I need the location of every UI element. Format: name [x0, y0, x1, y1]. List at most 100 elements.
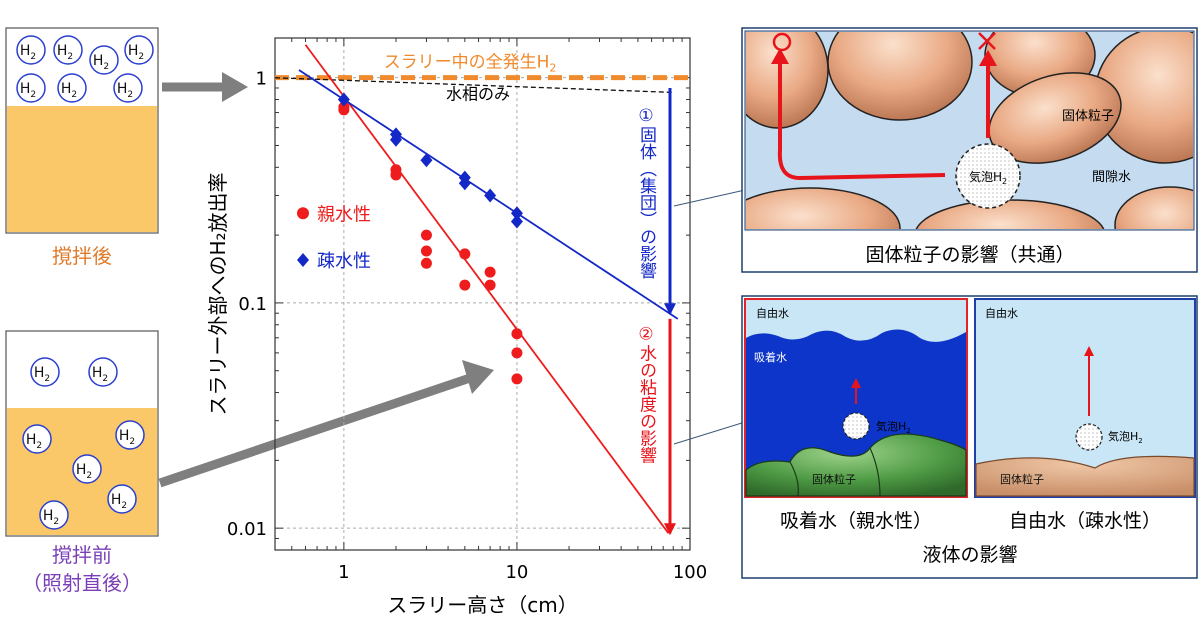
y-tick-label: 0.1 — [238, 294, 267, 315]
h2-molecule-icon: H2 — [113, 73, 143, 103]
svg-text:H2: H2 — [128, 43, 144, 62]
water-only-line — [274, 77, 674, 94]
caption-liquid-effect: 液体の影響 — [922, 544, 1017, 566]
solid-particle-label: 固体粒子 — [1062, 109, 1114, 124]
data-point-hydrophilic — [420, 229, 432, 241]
data-point-hydrophobic — [484, 188, 497, 203]
before-stirring-line1: 撹拌前 — [52, 543, 112, 567]
data-point-hydrophobic — [420, 153, 433, 168]
particle — [827, 32, 973, 121]
svg-text:H2: H2 — [111, 492, 127, 511]
data-point-hydrophilic — [511, 328, 523, 340]
panel-solid-particles: 気泡H2 固体粒子 間隙水 固体粒子の影響（共通） — [741, 27, 1198, 273]
solid-particles-tan — [975, 455, 1195, 497]
svg-text:H2: H2 — [57, 43, 73, 62]
svg-text:H2: H2 — [117, 81, 133, 100]
svg-text:H2: H2 — [119, 428, 135, 447]
viscosity-effect-label: ②水の粘度の影響 — [636, 325, 657, 464]
chart-lines — [274, 44, 690, 534]
svg-text:H2: H2 — [93, 53, 109, 72]
adsorbed-water-label: 吸着水 — [754, 350, 787, 364]
h2-bubble-group: H2 H2 H2 H2 H2 H2 H2 H2 H2 H2 H2 H2 H2 H2 — [16, 35, 154, 530]
svg-text:H2: H2 — [92, 365, 108, 384]
solid-label-right: 固体粒子 — [1000, 472, 1044, 486]
panel-liquid-effect: 自由水 吸着水 気泡H2 固体粒子 自由水 気泡H2 固体粒子 吸着水（親水性）… — [741, 295, 1198, 579]
data-point-hydrophobic — [458, 176, 471, 191]
data-point-hydrophilic — [459, 248, 471, 260]
free-water-label-left: 自由水 — [756, 306, 789, 320]
h2-molecule-icon: H2 — [72, 454, 102, 484]
h2-bubble-small — [842, 412, 870, 440]
x-tick-label: 1 — [338, 562, 349, 583]
particle — [1114, 186, 1193, 229]
svg-text:H2: H2 — [20, 81, 36, 100]
connector-top — [673, 189, 746, 207]
h2-molecule-icon: H2 — [16, 35, 46, 65]
h2-molecule-icon: H2 — [53, 35, 83, 65]
before-stirring-line2: （照射直後） — [22, 571, 142, 595]
ok-mark-icon — [772, 32, 792, 52]
legend-label-hydrophobic: 疎水性 — [317, 251, 371, 272]
pore-water-label: 間隙水 — [1092, 170, 1131, 185]
data-point-hydrophilic — [484, 279, 496, 291]
data-point-hydrophobic — [510, 206, 523, 221]
h2-molecule-icon: H2 — [115, 420, 145, 450]
svg-text:H2: H2 — [43, 508, 59, 527]
bubble-label: 気泡H2 — [969, 169, 1007, 186]
data-point-hydrophobic — [389, 132, 402, 147]
legend-marker-hydrophobic — [297, 253, 309, 268]
water-only-label: 水相のみ — [446, 84, 510, 103]
legend-label-hydrophilic: 親水性 — [317, 204, 371, 225]
arrowhead — [979, 50, 997, 66]
axis-ticks: 1 10 100 0.01 0.1 1 スラリー高さ（cm） スラリー外部へのH₂放出率 — [206, 38, 707, 617]
solid-particles-green — [745, 433, 967, 497]
free-water-label-right: 自由水 — [985, 306, 1018, 320]
x-tick-label: 100 — [673, 562, 707, 583]
h2-molecule-icon: H2 — [16, 73, 46, 103]
svg-text:H2: H2 — [76, 462, 92, 481]
data-point-hydrophilic — [420, 245, 432, 257]
arrowhead — [771, 48, 789, 64]
h2-molecule-icon: H2 — [57, 73, 87, 103]
svg-text:H2: H2 — [26, 432, 42, 451]
arrow-before-to-chart — [158, 360, 494, 488]
bubble-label-right: 気泡H2 — [1108, 429, 1143, 445]
particle — [746, 187, 901, 229]
chart-marks — [337, 92, 523, 385]
total-h2-label: スラリー中の全発生H2 — [384, 53, 557, 75]
bubble-label-left: 気泡H2 — [876, 419, 911, 435]
data-point-hydrophilic — [390, 164, 402, 176]
particle — [988, 72, 1122, 164]
h2-molecule-icon: H2 — [124, 35, 154, 65]
h2-molecule-icon: H2 — [88, 357, 118, 387]
x-tick-label: 10 — [505, 562, 528, 583]
h2-bubble-large — [955, 143, 1021, 209]
h2-molecule-icon: H2 — [107, 484, 137, 514]
plot-frame — [274, 37, 691, 551]
solid-effect-label: ①固体（集団）の影響 — [636, 106, 657, 279]
data-point-hydrophilic — [338, 101, 350, 113]
data-point-hydrophobic — [510, 214, 523, 229]
arrow-after-to-chart — [162, 72, 248, 102]
data-point-hydrophilic — [484, 266, 496, 278]
data-point-hydrophilic — [420, 257, 432, 269]
x-axis-label: スラリー高さ（cm） — [387, 593, 577, 617]
before-stirring-label: 撹拌前 （照射直後） — [6, 541, 158, 597]
path-arrow-ok — [777, 58, 946, 181]
chart-area: 1 10 100 0.01 0.1 1 スラリー高さ（cm） スラリー外部へのH₂放出率 スラ… — [206, 37, 707, 617]
h2-molecule-icon: H2 — [22, 424, 52, 454]
y-axis-label: スラリー外部へのH₂放出率 — [206, 172, 230, 415]
ng-mark-icon — [978, 32, 996, 50]
svg-text:H2: H2 — [20, 43, 36, 62]
particle — [915, 199, 1105, 229]
after-stirring-label: 撹拌後 — [52, 244, 112, 268]
data-point-hydrophobic — [337, 92, 350, 107]
data-point-hydrophilic — [511, 373, 523, 385]
h2-molecule-icon: H2 — [89, 45, 119, 75]
data-point-hydrophilic — [459, 279, 471, 291]
svg-text:H2: H2 — [34, 365, 50, 384]
h2-molecule-icon: H2 — [39, 500, 69, 530]
